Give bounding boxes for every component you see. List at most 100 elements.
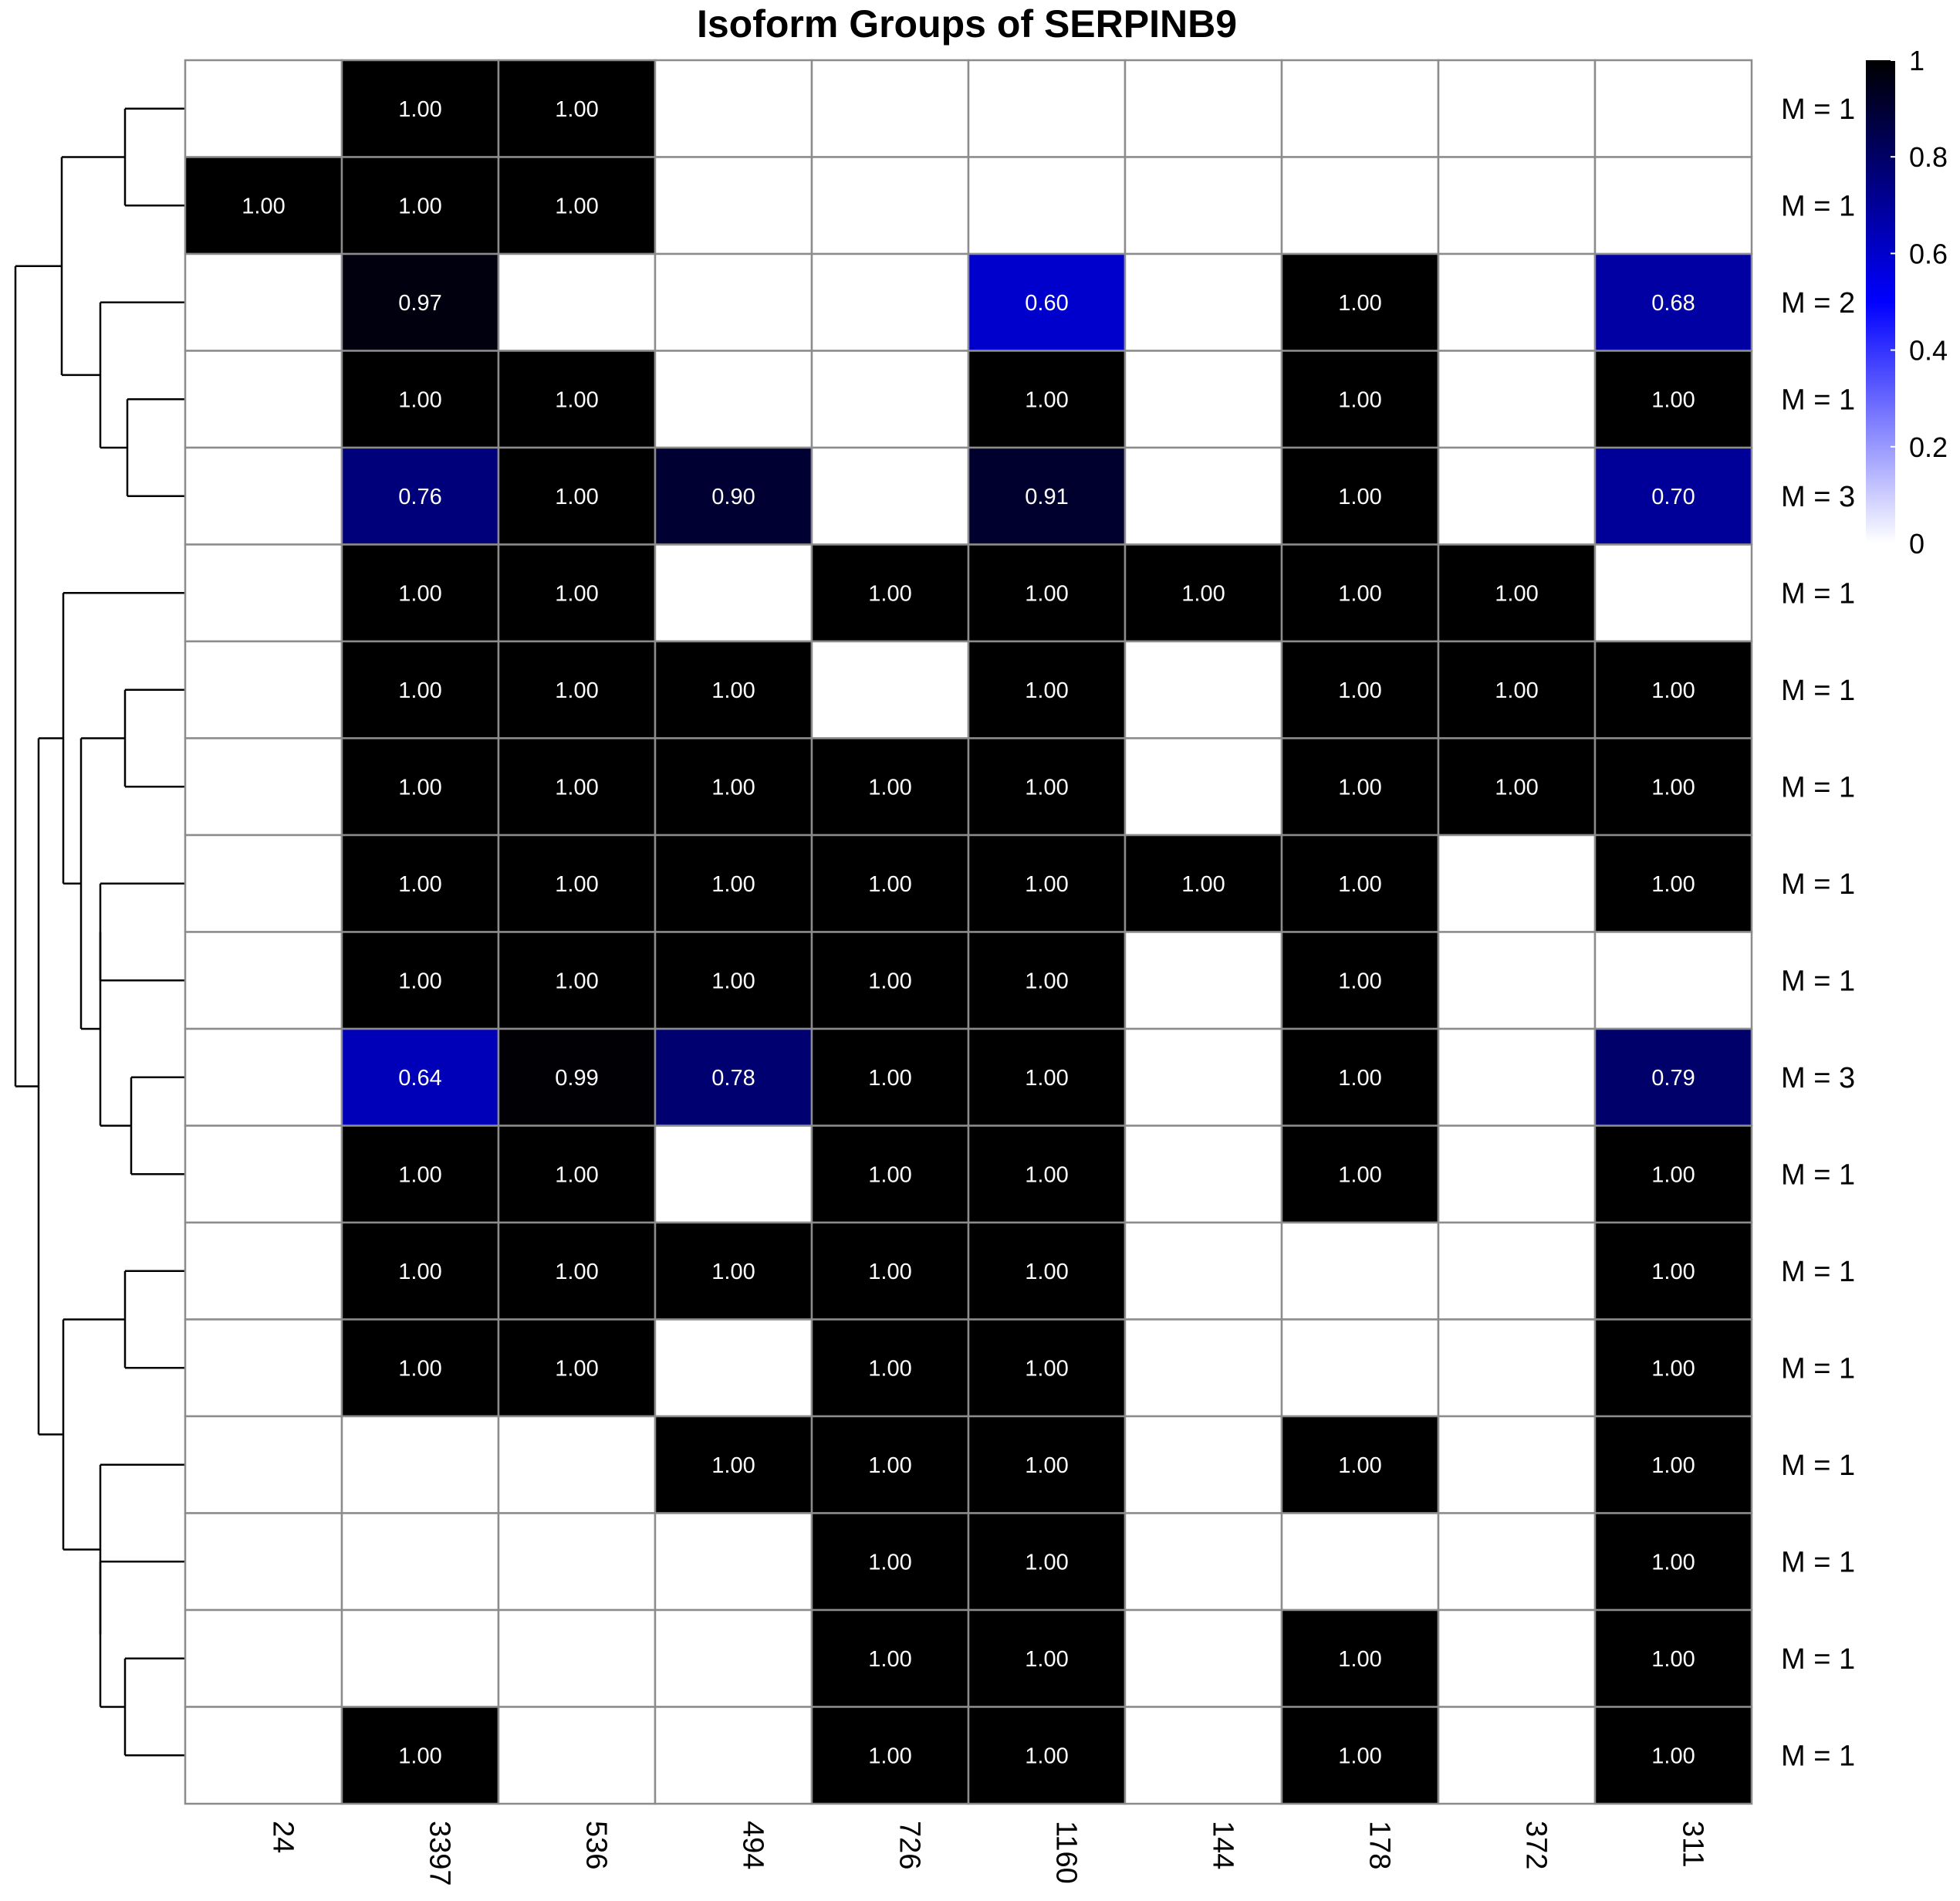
heatmap-cell	[340, 1512, 500, 1612]
cell-value-label: 0.78	[711, 1066, 755, 1091]
cell-value-label: 1.00	[1025, 678, 1068, 703]
heatmap-cell	[1124, 1221, 1283, 1321]
cell-value-label: 1.00	[711, 969, 755, 993]
row-label: M = 1	[1781, 577, 1855, 610]
heatmap-cell	[1280, 834, 1440, 933]
legend-tick-label: 0.2	[1909, 431, 1948, 463]
heatmap-cell	[184, 1318, 343, 1418]
cell-value-label: 1.00	[1025, 581, 1068, 606]
column-label: 494	[737, 1821, 769, 1869]
cell-value-label: 1.00	[555, 485, 598, 509]
row-labels: M = 1 M = 1 M = 2 M = 1 M = 3 M = 1 M = 1 M = 1…	[1781, 93, 1855, 1773]
heatmap-cell	[1124, 1318, 1283, 1418]
row-label: M = 1	[1781, 1256, 1855, 1288]
heatmap-cell	[1437, 1221, 1597, 1321]
column-label: 3397	[424, 1821, 456, 1886]
heatmap-cell	[184, 350, 343, 449]
cell-value-label: 1.00	[711, 1260, 755, 1284]
cell-value-label: 1.00	[398, 775, 441, 800]
cell-value-label: 1.00	[1025, 1260, 1068, 1284]
heatmap-cell	[1593, 1706, 1753, 1805]
heatmap-cell	[654, 834, 813, 933]
cell-value-label: 1.00	[1651, 678, 1695, 703]
heatmap-cell	[340, 1027, 500, 1127]
heatmap-cell	[340, 1415, 500, 1514]
heatmap-cell	[184, 834, 343, 933]
cell-value-label: 1.00	[555, 969, 598, 993]
cell-value-label: 1.00	[398, 969, 441, 993]
cell-value-label: 1.00	[1025, 387, 1068, 412]
heatmap-cell	[1124, 350, 1283, 449]
row-label: M = 1	[1781, 1352, 1855, 1385]
heatmap-cell	[1124, 156, 1283, 255]
cell-value-label: 1.00	[398, 97, 441, 122]
heatmap-cell	[1437, 156, 1597, 255]
heatmap-cell	[184, 737, 343, 837]
heatmap-cell	[497, 1706, 657, 1805]
heatmap-cell	[1280, 59, 1440, 158]
cell-value-label: 1.00	[1025, 1453, 1068, 1478]
heatmap-cell	[1437, 1512, 1597, 1612]
heatmap-cell	[1280, 1706, 1440, 1805]
heatmap-cell	[497, 350, 657, 449]
heatmap-cell	[1124, 737, 1283, 837]
cell-value-label: 1.00	[398, 1260, 441, 1284]
row-label: M = 1	[1781, 868, 1855, 901]
heatmap-cell	[967, 737, 1127, 837]
heatmap-cell	[810, 350, 970, 449]
row-label: M = 1	[1781, 93, 1855, 126]
cell-value-label: 1.00	[1651, 1162, 1695, 1187]
row-label: M = 1	[1781, 1159, 1855, 1191]
heatmap-cell	[810, 834, 970, 933]
heatmap-cell-labels: 1.00 1.00 1.00 1.00 1.00 0.97 0.60 1.00 0.68 1.00…	[242, 97, 1695, 1769]
column-labels: 24 3397 536 494 726 1160 144 178 372 311	[267, 1821, 1709, 1886]
heatmap-cell	[1593, 931, 1753, 1030]
row-dendrogram	[14, 107, 185, 1757]
heatmap-cell	[810, 446, 970, 546]
cell-value-label: 1.00	[1338, 581, 1381, 606]
cell-value-label: 1.00	[1651, 1550, 1695, 1575]
cell-value-label: 1.00	[1495, 678, 1538, 703]
cell-value-label: 1.00	[1338, 485, 1381, 509]
cell-value-label: 1.00	[398, 1162, 441, 1187]
heatmap-cell	[1593, 1221, 1753, 1321]
cell-value-label: 1.00	[868, 1550, 911, 1575]
cell-value-label: 1.00	[1338, 1744, 1381, 1768]
heatmap-cell	[654, 350, 813, 449]
heatmap-cell	[497, 446, 657, 546]
cell-value-label: 1.00	[868, 1356, 911, 1381]
cell-value-label: 1.00	[1495, 581, 1538, 606]
heatmap-cell	[654, 543, 813, 643]
column-label: 311	[1677, 1821, 1709, 1868]
heatmap-cell	[1280, 1608, 1440, 1708]
row-label: M = 1	[1781, 771, 1855, 803]
heatmap-cell	[1124, 59, 1283, 158]
heatmap-cell	[1593, 156, 1753, 255]
cell-value-label: 1.00	[1025, 1550, 1068, 1575]
heatmap-cell	[1593, 834, 1753, 933]
heatmap-cell	[340, 350, 500, 449]
cell-value-label: 1.00	[711, 775, 755, 800]
cell-value-label: 1.00	[1651, 1356, 1695, 1381]
cell-value-label: 1.00	[868, 1162, 911, 1187]
heatmap-cell	[184, 931, 343, 1030]
row-label: M = 1	[1781, 190, 1855, 222]
cell-value-label: 1.00	[398, 1744, 441, 1768]
cell-value-label: 1.00	[398, 581, 441, 606]
heatmap-cell	[967, 931, 1127, 1030]
heatmap-cell	[340, 737, 500, 837]
cell-value-label: 1.00	[555, 387, 598, 412]
legend-tick-label: 0.4	[1909, 335, 1948, 367]
cell-value-label: 1.00	[398, 872, 441, 897]
heatmap-cell	[1124, 1415, 1283, 1514]
column-label: 178	[1364, 1821, 1396, 1869]
heatmap-cell	[1437, 252, 1597, 352]
heatmap-cell	[1280, 1512, 1440, 1612]
cell-value-label: 1.00	[398, 678, 441, 703]
heatmap-cell	[184, 1221, 343, 1321]
heatmap-cell	[1437, 931, 1597, 1030]
cell-value-label: 1.00	[1025, 872, 1068, 897]
cell-value-label: 1.00	[1338, 1066, 1381, 1091]
cell-value-label: 1.00	[555, 775, 598, 800]
